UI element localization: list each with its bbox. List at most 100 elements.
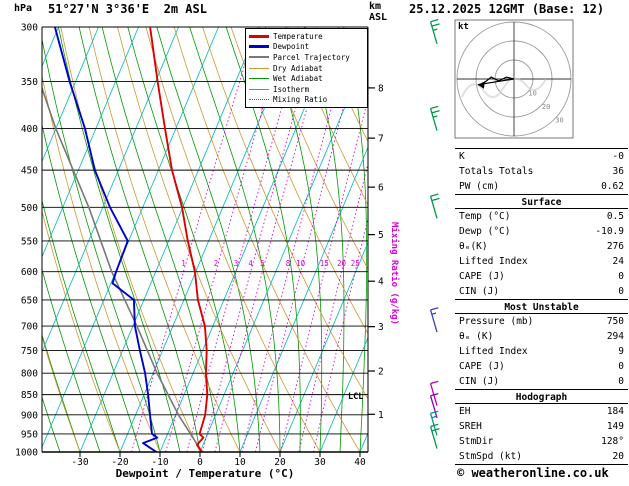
hodograph-ring-label: 30	[555, 116, 563, 124]
legend-item: Dry Adiabat	[246, 63, 367, 74]
table-row: Totals Totals 36	[455, 164, 628, 179]
table-row-label: θₑ(K)	[459, 241, 488, 252]
mixing-ratio-value-label: 8	[286, 259, 291, 268]
table-row-value: 20	[612, 451, 624, 462]
table-row-label: Dewp (°C)	[459, 226, 511, 237]
table-row: PW (cm) 0.62	[455, 179, 628, 194]
km-tick-label: 4	[378, 277, 384, 288]
legend-swatch	[249, 45, 269, 49]
datetime-title: 25.12.2025 12GMT (Base: 12)	[409, 2, 605, 16]
hodograph-unit-label: kt	[458, 22, 469, 32]
table-row: SREH 149	[455, 419, 628, 434]
table-section-header: Hodograph	[455, 389, 628, 404]
wind-barb	[429, 18, 440, 45]
table-row-value: 0	[618, 271, 624, 282]
temp-tick-label: 30	[314, 457, 326, 468]
pressure-tick-label: 1000	[15, 448, 38, 459]
indices-table: K -0 Totals Totals 36 PW (cm) 0.62 Surface Temp…	[455, 148, 628, 465]
legend-item: Parcel Trajectory	[246, 52, 367, 63]
table-row: CIN (J) 0	[455, 374, 628, 389]
table-row-label: CAPE (J)	[459, 271, 505, 282]
table-row-label: CIN (J)	[459, 376, 500, 387]
table-row: θₑ(K) 276	[455, 239, 628, 254]
table-section-header: Surface	[455, 194, 628, 209]
pressure-tick-label: 500	[21, 203, 38, 214]
table-row-value: 36	[612, 166, 624, 177]
legend-item: Wet Adiabat	[246, 73, 367, 84]
profile-curves	[42, 27, 209, 452]
mixing-ratio-value-label: 10	[296, 259, 306, 268]
km-axis: 1 2 3 4 5 6 7 8	[368, 83, 384, 421]
altitude-axis-unit-asl: ASL	[369, 12, 388, 23]
table-row-value: 276	[606, 241, 624, 252]
temperature-curve	[149, 27, 209, 452]
pressure-tick-label: 450	[21, 166, 38, 177]
pressure-tick-label: 950	[21, 429, 38, 440]
table-row-label: Temp (°C)	[459, 211, 511, 222]
table-row: K -0	[455, 149, 628, 164]
mixing-ratio-value-label: 3	[234, 259, 239, 268]
table-row-value: 0	[618, 286, 624, 297]
table-row: StmSpd (kt) 20	[455, 449, 628, 464]
legend-item: Temperature	[246, 31, 367, 42]
mixing-ratio-value-label: 5	[260, 259, 265, 268]
chart-legend: Temperature Dewpoint Parcel Trajectory Dry …	[245, 28, 368, 109]
wind-barb	[429, 410, 439, 436]
table-section-header: Most Unstable	[455, 299, 628, 314]
table-row-label: EH	[459, 406, 471, 417]
table-row-value: 0.62	[601, 181, 624, 192]
km-tick-label: 6	[378, 183, 384, 194]
table-row: Temp (°C) 0.5	[455, 209, 628, 224]
table-row: θₑ (K) 294	[455, 329, 628, 344]
pressure-tick-label: 600	[21, 267, 38, 278]
table-row-label: SREH	[459, 421, 482, 432]
table-row-value: 149	[606, 421, 624, 432]
table-row-value: 184	[606, 406, 624, 417]
table-row-label: PW (cm)	[459, 181, 500, 192]
mixing-ratio-value-label: 15	[320, 259, 329, 268]
legend-swatch	[249, 34, 269, 38]
legend-swatch	[249, 56, 269, 59]
temp-tick-label: 20	[274, 457, 286, 468]
table-row: CAPE (J) 0	[455, 269, 628, 284]
table-row-value: 9	[618, 346, 624, 357]
legend-item: Isotherm	[246, 84, 367, 95]
temp-tick-label: -20	[111, 457, 128, 468]
copyright-text: © weatheronline.co.uk	[457, 466, 609, 480]
km-tick-label: 3	[378, 322, 384, 333]
mixing-ratio-value-label: 4	[248, 259, 253, 268]
hodograph-watermark	[461, 77, 547, 98]
pressure-tick-label: 800	[21, 369, 38, 380]
temp-tick-label: -10	[151, 457, 168, 468]
parcel-trajectory-curve	[42, 85, 203, 452]
wind-barb	[429, 392, 439, 419]
legend-label: Temperature	[273, 31, 323, 41]
table-row-label: Lifted Index	[459, 346, 528, 357]
wind-barb	[429, 423, 440, 449]
pressure-tick-label: 550	[21, 236, 38, 247]
temp-tick-label: -30	[71, 457, 88, 468]
temp-tick-label: 0	[197, 457, 203, 468]
mixing-ratio-value-labels: 1 2 3 4 5 8 10 15 20 25	[181, 259, 359, 268]
table-row-label: CAPE (J)	[459, 361, 505, 372]
legend-swatch	[249, 67, 269, 69]
legend-label: Dewpoint	[273, 42, 310, 52]
table-row: Lifted Index 24	[455, 254, 628, 269]
table-row: Lifted Index 9	[455, 344, 628, 359]
table-row-value: 0	[618, 376, 624, 387]
dewpoint-curve	[53, 27, 159, 452]
km-tick-label: 1	[378, 410, 384, 421]
pressure-tick-label: 650	[21, 295, 38, 306]
table-row-label: K	[459, 151, 465, 162]
pressure-tick-label: 750	[21, 346, 38, 357]
table-row-value: 750	[606, 316, 624, 327]
wind-barb	[429, 193, 440, 219]
table-row-value: 24	[612, 256, 624, 267]
legend-label: Wet Adiabat	[273, 74, 323, 84]
mixing-ratio-value-label: 20	[337, 259, 347, 268]
table-row: EH 184	[455, 404, 628, 419]
table-row-label: Pressure (mb)	[459, 316, 534, 327]
table-row-value: 294	[606, 331, 624, 342]
